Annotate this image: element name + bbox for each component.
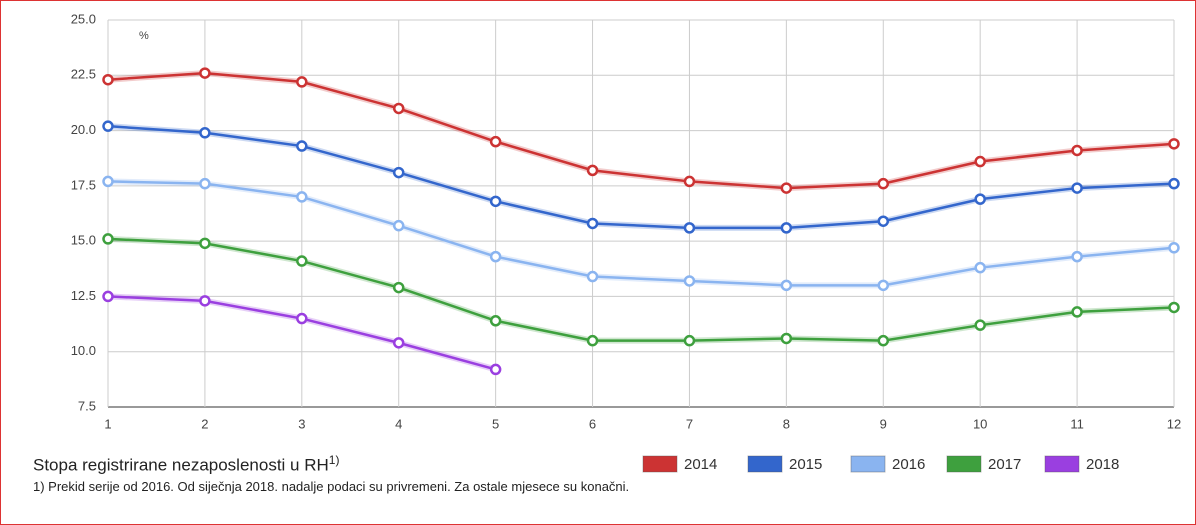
data-point (489, 250, 502, 263)
series-line (107, 71, 1175, 190)
x-tick-label: 5 (492, 416, 499, 431)
data-point (489, 195, 502, 208)
legend-label: 2014 (684, 456, 717, 473)
data-point (683, 334, 696, 347)
data-point (877, 334, 890, 347)
x-tick-label: 12 (1167, 416, 1181, 431)
x-tick-label: 6 (589, 416, 596, 431)
chart-title: Stopa registrirane nezaposlenosti u RH1) (33, 453, 339, 476)
legend-label: 2017 (988, 456, 1021, 473)
data-point (199, 177, 211, 190)
legend-label: 2016 (892, 456, 925, 473)
data-point (102, 290, 114, 303)
data-point (1168, 138, 1180, 150)
data-point (586, 270, 599, 283)
data-point (974, 155, 986, 168)
legend-swatch (1044, 455, 1080, 473)
data-point (1168, 301, 1180, 314)
x-tick-label: 4 (395, 416, 402, 431)
data-point (392, 219, 405, 232)
data-point (586, 334, 599, 347)
data-point (102, 175, 114, 188)
y-tick-label: 15.0 (71, 233, 96, 248)
data-point (296, 140, 308, 152)
data-point (296, 191, 308, 203)
data-point (199, 67, 211, 79)
data-point (392, 102, 405, 115)
x-tick-label: 11 (1070, 416, 1084, 431)
data-point (296, 312, 308, 325)
data-point (392, 166, 405, 179)
data-point (780, 182, 793, 194)
legend-swatch (747, 455, 783, 473)
data-point (586, 217, 599, 230)
legend-label: 2018 (1086, 456, 1119, 473)
data-point (392, 281, 405, 294)
data-point (780, 279, 793, 292)
series-line (107, 180, 1175, 287)
data-point (199, 295, 211, 307)
data-point (780, 332, 793, 345)
data-point (1168, 242, 1180, 254)
x-tick-label: 3 (298, 416, 305, 431)
data-point (296, 76, 308, 88)
data-point (1071, 306, 1083, 318)
legend-label: 2015 (789, 456, 822, 473)
x-tick-label: 10 (973, 416, 987, 431)
x-tick-label: 2 (201, 416, 208, 431)
legend-swatch (946, 455, 982, 473)
data-point (683, 275, 696, 287)
data-point (586, 164, 599, 177)
data-point (974, 261, 986, 274)
data-point (877, 279, 890, 292)
y-tick-label: 7.5 (78, 398, 96, 413)
data-point (780, 222, 793, 234)
y-tick-label: 20.0 (71, 122, 96, 137)
y-tick-label: 10.0 (71, 343, 96, 358)
data-point (1168, 177, 1180, 190)
data-point (683, 222, 696, 234)
series-line (107, 237, 1175, 342)
x-tick-label: 7 (686, 416, 693, 431)
data-point (102, 73, 114, 86)
data-point (974, 193, 986, 205)
y-tick-label: 22.5 (71, 67, 96, 82)
data-point (102, 233, 114, 245)
x-tick-label: 8 (783, 416, 790, 431)
data-point (102, 120, 114, 132)
data-point (199, 237, 211, 250)
data-point (1071, 250, 1083, 263)
title-text: Stopa registrirane nezaposlenosti u RH (33, 455, 329, 475)
data-point (199, 127, 211, 139)
data-point (877, 177, 890, 190)
data-point (877, 215, 890, 227)
x-tick-label: 1 (104, 416, 111, 431)
y-tick-label: 17.5 (71, 177, 96, 192)
y-unit: % (139, 30, 149, 42)
data-point (974, 319, 986, 331)
data-point (1071, 144, 1083, 157)
title-superscript: 1) (328, 453, 340, 467)
data-point (489, 363, 502, 376)
data-point (489, 135, 502, 148)
y-tick-label: 12.5 (71, 288, 96, 303)
footnote: 1) Prekid serije od 2016. Od siječnja 20… (33, 479, 630, 494)
data-point (489, 315, 502, 327)
data-point (296, 255, 308, 267)
legend-swatch (850, 455, 886, 473)
y-tick-label: 25.0 (71, 11, 96, 26)
data-point (683, 175, 696, 188)
data-point (1071, 182, 1083, 194)
x-tick-label: 9 (880, 416, 887, 431)
data-point (392, 337, 405, 349)
legend-swatch (642, 455, 678, 473)
series-line (107, 124, 1175, 230)
